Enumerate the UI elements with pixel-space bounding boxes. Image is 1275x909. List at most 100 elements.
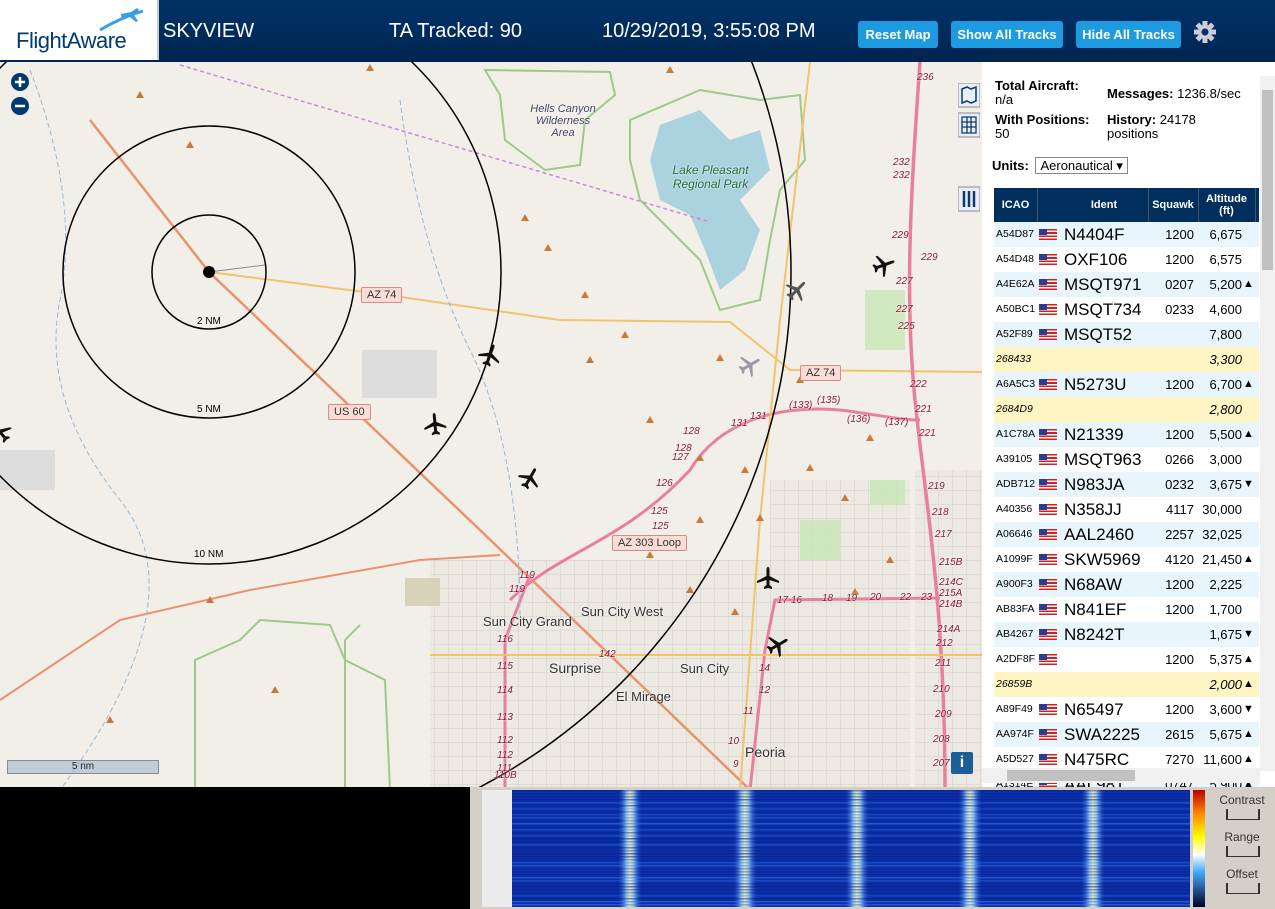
noise-row [512,817,1190,819]
table-row[interactable]: AB4267 N8242T 1,675 ▼ [994,622,1259,648]
squawk: 2257 [1165,527,1194,542]
flag-canton [1039,529,1047,535]
road-number: 125 [652,521,669,532]
peak [806,464,814,471]
road-number: 221 [915,404,932,415]
noise-row [512,796,1190,798]
control-label: Range [1224,830,1260,844]
peak [696,454,704,461]
map[interactable]: Hells Canyon Wilderness Area Lake Pleasan… [0,62,982,787]
info-button[interactable]: i [951,752,973,774]
table-row[interactable]: 2684D9 2,800 [994,397,1259,423]
table-row[interactable]: A52F89 MSQT52 7,800 [994,322,1259,348]
control-slider[interactable] [1226,846,1260,857]
peak [136,91,144,98]
units-select[interactable]: Aeronautical ▾ [1035,157,1128,174]
road-number: 110B [494,770,517,781]
road-number: 211 [935,658,951,669]
peak [366,64,374,71]
peak [866,434,874,441]
h-scrollbar[interactable] [982,768,1260,783]
road-number: 212 [936,638,953,649]
noise-row [512,859,1190,861]
column-header[interactable]: Ident [1060,188,1149,222]
squawk: 0233 [1165,302,1194,317]
column-header[interactable]: ICAO [994,188,1038,222]
road-number: (137) [885,417,909,428]
noise-row [512,826,1190,828]
settings-icon[interactable] [1193,20,1217,44]
control-slider[interactable] [1226,809,1260,820]
noise-row [512,865,1190,867]
table-row[interactable]: A54D48 OXF106 1200 6,575 [994,247,1259,273]
table-row[interactable]: 26859B 2,000 ▲ [994,672,1259,698]
zoom-controls[interactable] [10,72,30,117]
icao: A39105 [996,453,1033,465]
altitude: 3,300 [1209,352,1242,367]
road-number: 114 [497,685,513,696]
place-label: Lake Pleasant Regional Park [672,163,749,191]
table-row[interactable]: A39105 MSQT963 0266 3,000 [994,447,1259,473]
flag-canton [1039,704,1047,710]
ident: OXF106 [1064,250,1128,269]
layer-buttons[interactable] [958,83,980,243]
hide-tracks-button[interactable]: Hide All Tracks [1076,21,1181,48]
table-row[interactable]: 268433 3,300 [994,347,1259,373]
column-header[interactable]: Altitude (ft) [1198,188,1256,222]
table-row[interactable]: A6A5C3 N5273U 1200 6,700 ▲ [994,372,1259,398]
noise-row [512,841,1190,843]
table-row[interactable]: A50BC1 MSQT734 0233 4,600 [994,297,1259,323]
column-header[interactable]: Squawk [1148,188,1199,222]
road-number: 232 [893,170,910,181]
show-tracks-button[interactable]: Show All Tracks [951,21,1063,48]
table-row[interactable]: AB83FA N841EF 1200 1,700 [994,597,1259,623]
table-row[interactable]: A2DF8F 1200 5,375 ▲ [994,647,1259,673]
v-scrollbar[interactable] [1260,76,1275,771]
control-slider[interactable] [1226,883,1260,894]
positions-value: 50 [995,126,1010,141]
altitude: 2,000 [1209,677,1242,692]
us-flag [1039,629,1057,640]
table-row[interactable]: A900F3 N68AW 1200 2,225 [994,572,1259,598]
table-row[interactable]: A06646 AAL2460 2257 32,025 [994,522,1259,548]
header: FlightAware SKYVIEW TA Tracked: 90 10/29… [0,0,1275,62]
ident: AAL2460 [1064,525,1134,544]
history-label: History: [1107,112,1157,127]
place-label: Surprise [549,660,602,676]
history: History: 24178 positions [1107,113,1247,141]
altitude-trend: ▼ [1243,628,1254,640]
altitude-trend: ▲ [1243,378,1254,390]
road-number: 125 [651,506,668,517]
peak [646,551,654,558]
road-number: 119 [519,570,535,581]
table-row[interactable]: A40356 N358JJ 4117 30,000 [994,497,1259,523]
flag-canton [1039,554,1047,560]
road-number: 222 [910,379,927,390]
reset-map-button[interactable]: Reset Map [858,21,938,48]
ident: SWA2225 [1064,725,1140,744]
road-number: 215B [939,557,963,568]
logo[interactable]: FlightAware [0,0,159,60]
flag-canton [1039,479,1047,485]
table-row[interactable]: A1099F SKW5969 4120 21,450 ▲ [994,547,1259,573]
peak [271,686,279,693]
table-row[interactable]: A54D87 N4404F 1200 6,675 [994,222,1259,248]
route-shield: AZ 74 [361,287,403,303]
aircraft [869,250,899,280]
noise-row [512,823,1190,825]
table-row[interactable]: AA974F SWA2225 2615 5,675 ▲ [994,722,1259,748]
table-row[interactable]: A4E62A MSQT971 0207 5,200 ▲ [994,272,1259,298]
total-aircraft: Total Aircraft: n/a [995,79,1105,107]
icao: A89F49 [996,703,1033,715]
table-row[interactable]: A1C78A N21339 1200 5,500 ▲ [994,422,1259,448]
ident: N983JA [1064,475,1125,494]
icao: AB4267 [996,628,1034,640]
noise-row [512,868,1190,870]
bottom-panel: Contrast Range Offset [0,787,1275,909]
place-label: Sun City Grand [483,614,572,629]
us-flag [1039,429,1057,440]
table-row[interactable]: ADB712 N983JA 0232 3,675 ▼ [994,472,1259,498]
table-row[interactable]: A89F49 N65497 1200 3,600 ▼ [994,697,1259,723]
aircraft-table: ICAO Ident Squawk Altitude (ft) A54D87 N4404F… [994,188,1259,787]
place-label: Sun City West [581,604,664,619]
